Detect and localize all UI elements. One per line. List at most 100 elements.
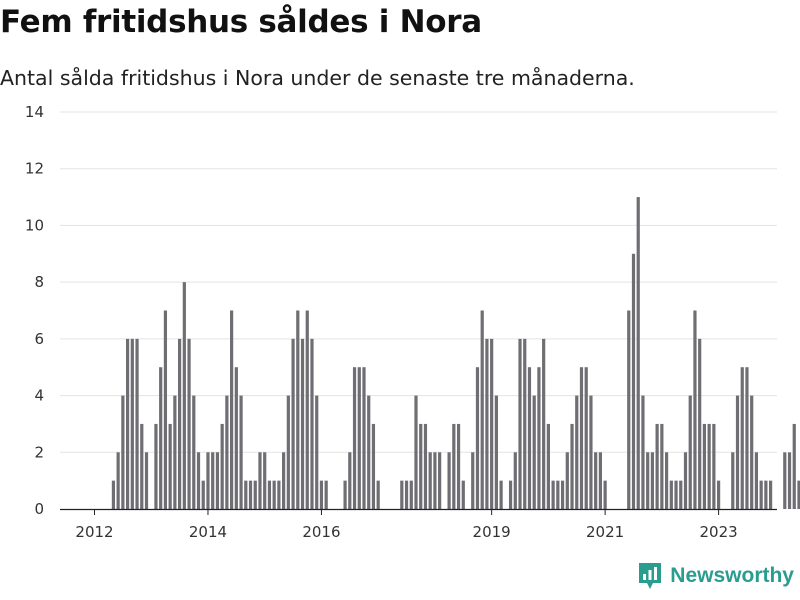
- bar: [537, 367, 541, 509]
- bar: [428, 452, 432, 509]
- bar: [731, 452, 735, 509]
- bar: [750, 395, 754, 509]
- bar: [263, 452, 267, 509]
- bar: [196, 452, 201, 509]
- bar: [546, 423, 550, 509]
- bar: [201, 480, 205, 509]
- brand-name: Newsworthy: [670, 564, 794, 587]
- bar: [494, 395, 498, 509]
- bar: [324, 480, 328, 509]
- x-tick-label: 2016: [302, 523, 340, 541]
- y-tick-label: 8: [34, 273, 44, 291]
- bar: [683, 452, 688, 509]
- bar: [244, 480, 248, 509]
- bar: [456, 423, 461, 509]
- bar: [296, 310, 300, 509]
- bar: [660, 423, 664, 509]
- bar: [144, 452, 149, 509]
- bar: [220, 423, 224, 509]
- bar: [258, 452, 262, 509]
- chart-subtitle: Antal sålda fritidshus i Nora under de s…: [0, 66, 635, 90]
- bar: [679, 480, 683, 509]
- bar: [759, 480, 763, 509]
- bar: [792, 423, 796, 509]
- grid-lines: [60, 111, 777, 453]
- bar: [490, 338, 494, 509]
- bar: [527, 367, 532, 509]
- bar: [669, 480, 673, 509]
- bar: [248, 480, 253, 509]
- x-tick-label: 2019: [473, 523, 511, 541]
- bar: [182, 282, 186, 509]
- bar: [745, 367, 749, 509]
- bar: [362, 367, 366, 509]
- bar: [650, 452, 654, 509]
- bar: [641, 395, 645, 509]
- x-tick-label: 2023: [700, 523, 738, 541]
- bar: [631, 253, 636, 509]
- bar: [211, 452, 215, 509]
- bar: [310, 338, 314, 509]
- bar: [674, 480, 678, 509]
- bar: [239, 395, 243, 509]
- bar: [594, 452, 598, 509]
- bar: [518, 338, 522, 509]
- newsworthy-logo: Newsworthy: [637, 561, 794, 591]
- bar: [636, 197, 640, 509]
- bar: [343, 480, 347, 509]
- bar: [215, 452, 220, 509]
- bar: [584, 367, 588, 509]
- bar: [532, 395, 536, 509]
- bar: [154, 423, 158, 509]
- y-tick-label: 6: [34, 330, 44, 348]
- bar: [523, 338, 527, 509]
- bar: [159, 367, 163, 509]
- bar: [315, 395, 319, 509]
- bar: [447, 452, 451, 509]
- x-tick-label: 2014: [189, 523, 227, 541]
- bar: [475, 367, 480, 509]
- bar: [111, 480, 116, 509]
- bar: [499, 480, 503, 509]
- bar: [783, 452, 787, 509]
- bar: [140, 423, 144, 509]
- bar: [485, 338, 489, 509]
- bar: [556, 480, 560, 509]
- bar: [461, 480, 465, 509]
- bar: [414, 395, 418, 509]
- bar: [234, 367, 238, 509]
- bar: [707, 423, 711, 509]
- bar: [173, 395, 177, 509]
- bar: [168, 423, 172, 509]
- y-tick-label: 0: [34, 500, 44, 518]
- bar: [400, 480, 404, 509]
- bar: [702, 423, 707, 509]
- bar: [627, 310, 631, 509]
- bar: [352, 367, 357, 509]
- newsworthy-logo-icon: [639, 563, 662, 589]
- bar: [603, 480, 607, 509]
- bar: [404, 480, 409, 509]
- bar: [319, 480, 324, 509]
- bar: [565, 452, 569, 509]
- bar: [508, 480, 513, 509]
- bar: [371, 423, 376, 509]
- bar: [433, 452, 437, 509]
- bar: [575, 395, 579, 509]
- bar: [560, 480, 565, 509]
- bar: [253, 480, 257, 509]
- bar: [570, 423, 574, 509]
- bar: [598, 452, 602, 509]
- bar: [192, 395, 196, 509]
- axes: 0246810121452012201420162019202120232025: [25, 103, 777, 541]
- bar: [286, 395, 290, 509]
- bar: [206, 452, 210, 509]
- bar: [717, 480, 721, 509]
- y-tick-label: 2: [34, 443, 44, 461]
- bars: [111, 197, 800, 509]
- bar: [163, 310, 168, 509]
- x-tick-label: 2012: [75, 523, 113, 541]
- bar: [764, 480, 768, 509]
- bar: [135, 338, 139, 509]
